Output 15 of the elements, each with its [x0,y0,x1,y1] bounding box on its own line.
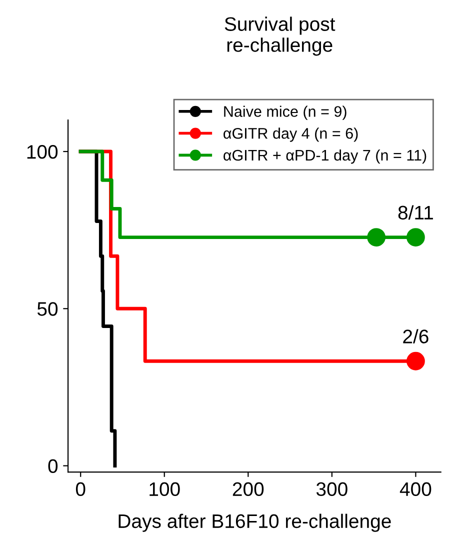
x-tick-label: 0 [76,482,86,496]
legend-label: Naive mice (n = 9) [224,106,346,120]
x-tick-label: 300 [316,482,348,496]
y-tick-label: 0 [48,459,58,473]
x-tick-label: 400 [400,482,432,496]
x-tick-label: 100 [150,482,180,496]
chart-title: Survival post re-challenge [224,16,336,56]
legend-label: αGITR day 4 (n = 6) [224,128,358,142]
x-axis-title: Days after B16F10 re-challenge [118,514,391,532]
x-tick-label: 200 [232,482,264,496]
legend-label: αGITR + αPD-1 day 7 (n = 11) [224,149,426,164]
annotation: 8/11 [398,205,433,220]
annotation: 2/6 [403,329,428,344]
y-tick-label: 100 [27,144,58,159]
y-tick-label: 50 [37,302,58,316]
